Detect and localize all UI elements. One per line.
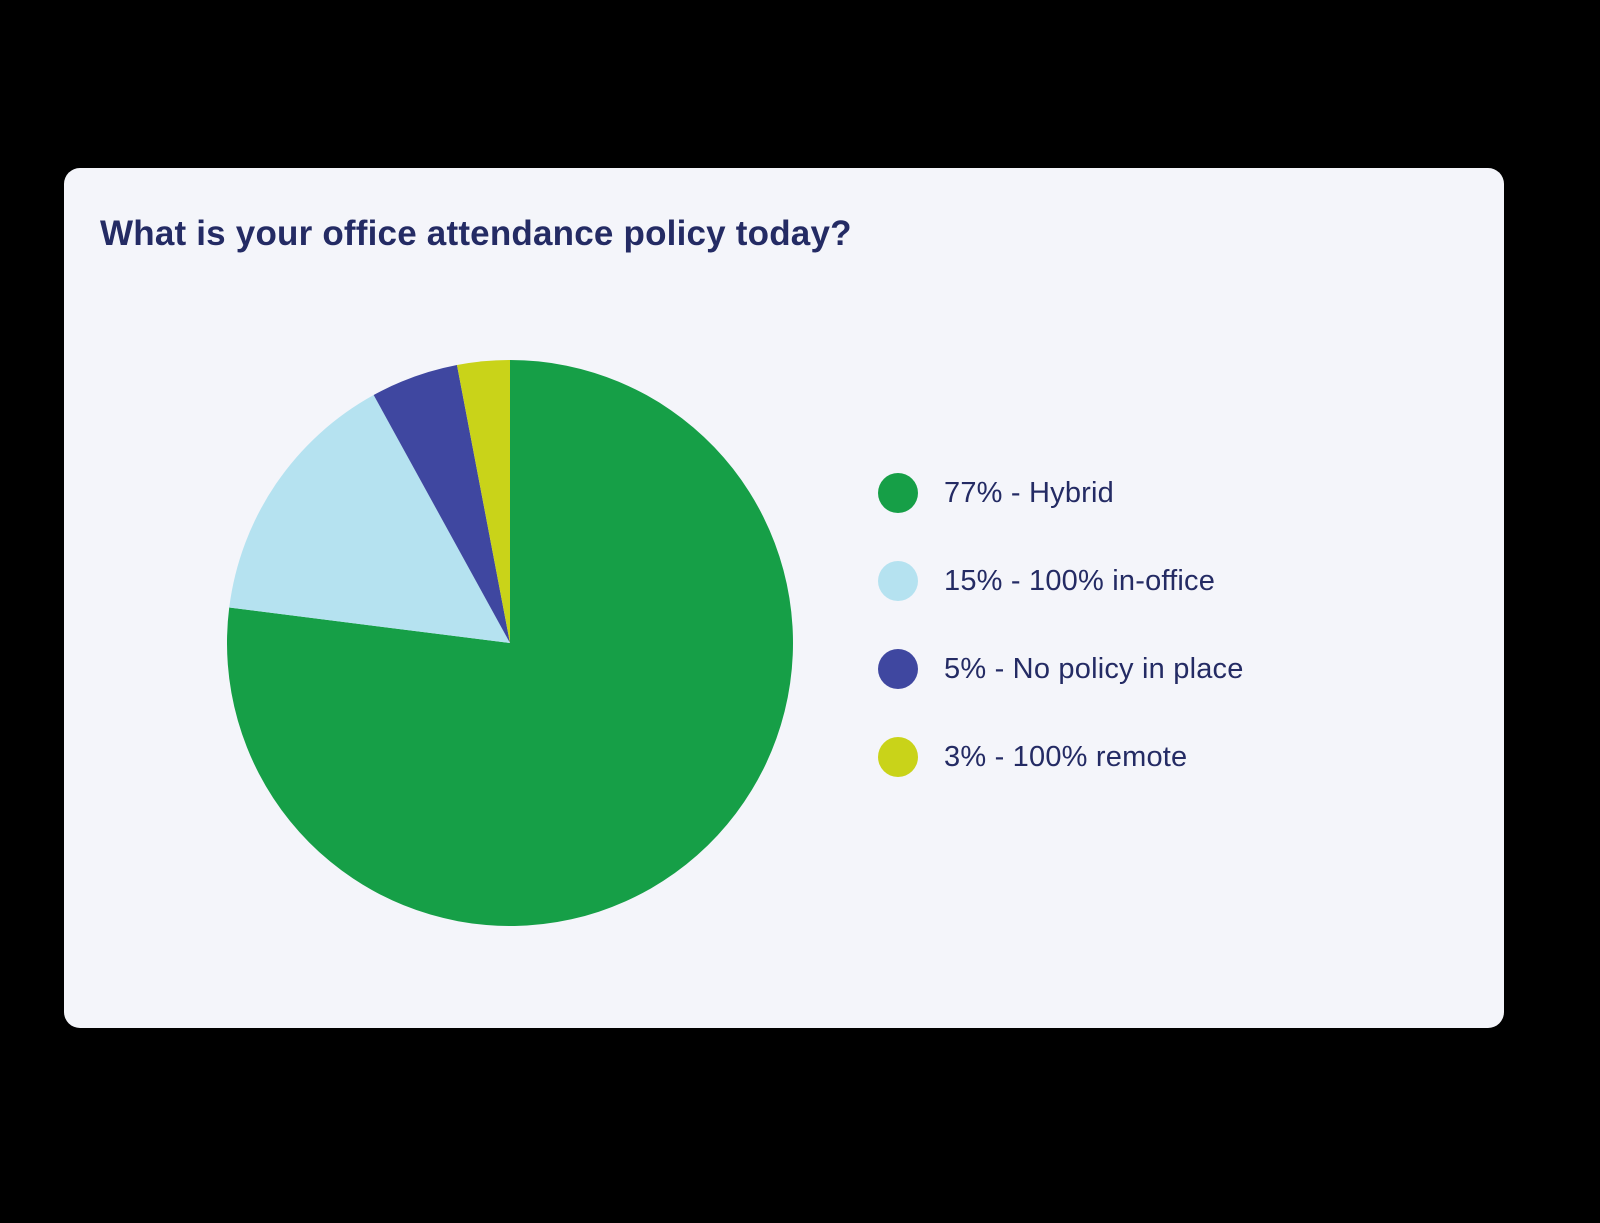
pie-slice-100-in-office [229, 395, 511, 643]
legend-swatch [878, 473, 918, 513]
legend-item-in-office: 15% - 100% in-office [878, 561, 1244, 601]
pie-chart [227, 360, 793, 926]
chart-card: What is your office attendance policy to… [64, 168, 1504, 1028]
chart-legend: 77% - Hybrid 15% - 100% in-office 5% - N… [878, 473, 1244, 777]
legend-item-remote: 3% - 100% remote [878, 737, 1244, 777]
legend-swatch [878, 561, 918, 601]
legend-item-no-policy: 5% - No policy in place [878, 649, 1244, 689]
chart-title: What is your office attendance policy to… [100, 214, 852, 253]
pie-slice-100-remote [456, 360, 510, 643]
legend-swatch [878, 649, 918, 689]
legend-swatch [878, 737, 918, 777]
legend-label: 5% - No policy in place [944, 652, 1244, 685]
pie-slice-hybrid [227, 360, 793, 926]
legend-label: 3% - 100% remote [944, 740, 1188, 773]
pie-chart-area [227, 360, 793, 926]
legend-label: 77% - Hybrid [944, 476, 1115, 509]
legend-item-hybrid: 77% - Hybrid [878, 473, 1244, 513]
pie-slice-no-policy-in-place [373, 365, 510, 643]
legend-label: 15% - 100% in-office [944, 564, 1216, 597]
